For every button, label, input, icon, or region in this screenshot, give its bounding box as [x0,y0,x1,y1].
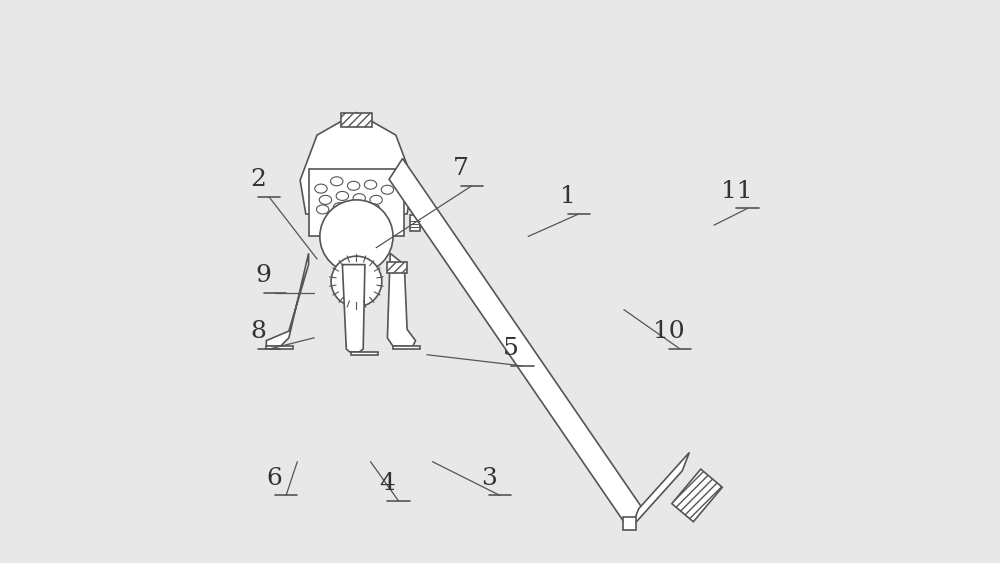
Ellipse shape [350,205,363,214]
Ellipse shape [347,181,360,190]
Bar [387,262,407,273]
Polygon shape [389,159,642,528]
Bar [309,169,404,236]
Bar [623,517,636,530]
Ellipse shape [331,177,343,186]
Polygon shape [266,253,309,346]
Ellipse shape [336,191,349,200]
Ellipse shape [364,180,377,189]
Ellipse shape [381,185,394,194]
Polygon shape [632,453,689,527]
Bar [410,215,420,231]
Bar [266,346,293,349]
Ellipse shape [353,194,365,203]
Text: 11: 11 [721,180,752,203]
Text: 6: 6 [267,467,283,490]
Text: 4: 4 [379,472,395,495]
Text: 7: 7 [453,157,469,180]
Ellipse shape [370,195,382,204]
Text: 3: 3 [481,467,497,490]
Bar [351,352,378,355]
Bar [672,469,722,522]
Polygon shape [342,265,365,352]
Ellipse shape [367,204,380,213]
Text: 10: 10 [653,320,685,343]
Text: 2: 2 [250,168,266,191]
Text: 1: 1 [560,185,575,208]
Bar [393,346,420,349]
Ellipse shape [315,184,327,193]
Ellipse shape [333,203,346,212]
Polygon shape [387,253,416,346]
Text: 9: 9 [256,264,271,287]
Ellipse shape [319,195,332,204]
Circle shape [331,256,382,307]
Text: 8: 8 [250,320,266,343]
Circle shape [352,269,361,278]
Polygon shape [300,113,413,214]
Text: 5: 5 [503,337,519,360]
Ellipse shape [316,205,329,214]
Bar [341,113,372,127]
Circle shape [320,200,393,273]
